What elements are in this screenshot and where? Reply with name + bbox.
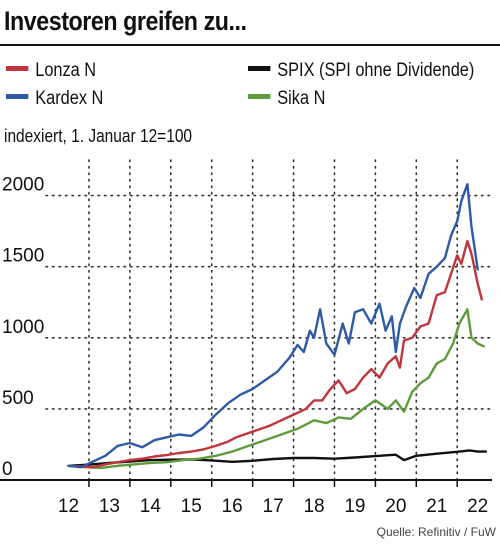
chart-subtitle: indexiert, 1. Januar 12=100 [4,126,193,146]
title-divider [0,44,500,46]
legend-label-spix: SPIX (SPI ohne Dividende) [277,60,475,81]
x-tick-label-19: 19 [344,496,365,517]
x-tick-label-14: 14 [140,496,162,517]
legend-swatch-kardex [6,94,29,100]
legend-item-spix: SPIX (SPI ohne Dividende) [248,60,474,82]
legend-item-kardex: Kardex N [6,88,103,110]
legend-label-lonza: Lonza N [35,60,97,81]
legend-label-sika: Sika N [277,88,326,109]
y-tick-label-0: 0 [2,459,13,480]
legend-swatch-sika [248,94,271,100]
source-note: Quelle: Refinitiv / FuW [376,525,496,539]
legend-item-sika: Sika N [248,88,325,110]
series-line-lonza [67,239,483,469]
y-tick-label-2000: 2000 [2,175,44,196]
y-tick-label-500: 500 [2,388,34,409]
x-tick-label-17: 17 [263,496,284,517]
legend-swatch-spix [248,66,271,72]
y-tick-label-1500: 1500 [2,246,44,267]
chart-title: Investoren greifen zu... [4,6,247,36]
legend-swatch-lonza [6,66,29,72]
x-tick-label-15: 15 [181,496,202,517]
series-line-spix [67,449,488,467]
x-tick-label-16: 16 [222,496,243,517]
x-tick-label-13: 13 [99,496,120,517]
y-tick-label-1000: 1000 [2,317,44,338]
x-tick-label-12: 12 [58,496,79,517]
x-tick-label-22: 22 [467,496,488,517]
x-tick-label-20: 20 [385,496,406,517]
series-line-kardex [67,182,479,469]
series-line-sika [67,308,485,470]
x-tick-label-18: 18 [303,496,324,517]
legend-item-lonza: Lonza N [6,60,96,82]
legend-label-kardex: Kardex N [35,88,104,109]
x-tick-label-21: 21 [426,496,447,517]
